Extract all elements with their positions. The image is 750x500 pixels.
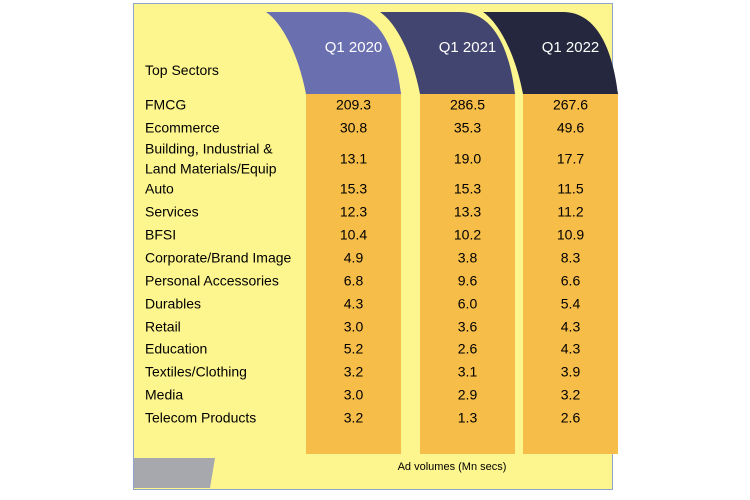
cell-value-r11-c2: 2.6 bbox=[458, 341, 478, 357]
row-label-8: Personal Accessories bbox=[145, 273, 279, 289]
row-label-7: Corporate/Brand Image bbox=[145, 250, 292, 266]
cell-value-r7-c1: 4.9 bbox=[344, 250, 364, 266]
cell-value-r10-c3: 4.3 bbox=[561, 319, 581, 335]
row-header-label: Top Sectors bbox=[145, 62, 219, 78]
cell-value-r10-c2: 3.6 bbox=[458, 319, 478, 335]
row-label-9: Durables bbox=[145, 296, 201, 312]
cell-value-r9-c1: 4.3 bbox=[344, 296, 364, 312]
cell-value-r13-c3: 3.2 bbox=[561, 387, 581, 403]
column-header-label-1: Q1 2020 bbox=[325, 39, 383, 56]
column-header-label-3: Q1 2022 bbox=[542, 39, 600, 56]
cell-value-r3-c2: 19.0 bbox=[454, 151, 481, 167]
column-header-2 bbox=[380, 12, 515, 94]
column-header-1 bbox=[266, 12, 401, 94]
footer-note: Ad volumes (Mn secs) bbox=[398, 461, 507, 473]
column-header-label-2: Q1 2021 bbox=[439, 39, 497, 56]
cell-value-r3-c3: 17.7 bbox=[557, 151, 584, 167]
row-label-4: Auto bbox=[145, 181, 174, 197]
footer-decoration bbox=[134, 458, 215, 488]
row-label-13: Media bbox=[145, 387, 183, 403]
column-body-1 bbox=[306, 92, 401, 454]
row-label-1: FMCG bbox=[145, 97, 186, 113]
cell-value-r4-c1: 15.3 bbox=[340, 181, 367, 197]
cell-value-r14-c1: 3.2 bbox=[344, 410, 364, 426]
cell-value-r12-c3: 3.9 bbox=[561, 364, 581, 380]
cell-value-r8-c1: 6.8 bbox=[344, 273, 364, 289]
cell-value-r6-c2: 10.2 bbox=[454, 227, 481, 243]
cell-value-r8-c2: 9.6 bbox=[458, 273, 478, 289]
cell-value-r1-c1: 209.3 bbox=[336, 97, 371, 113]
cell-value-r13-c2: 2.9 bbox=[458, 387, 478, 403]
row-label-6: BFSI bbox=[145, 227, 176, 243]
row-label-10: Retail bbox=[145, 319, 181, 335]
cell-value-r14-c3: 2.6 bbox=[561, 410, 581, 426]
column-body-3 bbox=[523, 92, 618, 454]
column-body-2 bbox=[420, 92, 515, 454]
cell-value-r2-c1: 30.8 bbox=[340, 120, 367, 136]
cell-value-r5-c1: 12.3 bbox=[340, 204, 367, 220]
row-label-3-line-1: Building, Industrial & bbox=[145, 141, 273, 157]
cell-value-r4-c2: 15.3 bbox=[454, 181, 481, 197]
cell-value-r1-c2: 286.5 bbox=[450, 97, 485, 113]
cell-value-r7-c3: 8.3 bbox=[561, 250, 581, 266]
row-label-14: Telecom Products bbox=[145, 410, 256, 426]
cell-value-r14-c2: 1.3 bbox=[458, 410, 478, 426]
column-header-3 bbox=[483, 12, 618, 94]
row-label-12: Textiles/Clothing bbox=[145, 364, 247, 380]
cell-value-r5-c2: 13.3 bbox=[454, 204, 481, 220]
cell-value-r7-c2: 3.8 bbox=[458, 250, 478, 266]
cell-value-r12-c2: 3.1 bbox=[458, 364, 478, 380]
cell-value-r10-c1: 3.0 bbox=[344, 319, 364, 335]
row-label-2: Ecommerce bbox=[145, 120, 220, 136]
cell-value-r11-c1: 5.2 bbox=[344, 341, 364, 357]
cell-value-r9-c3: 5.4 bbox=[561, 296, 581, 312]
cell-value-r9-c2: 6.0 bbox=[458, 296, 478, 312]
cell-value-r3-c1: 13.1 bbox=[340, 151, 367, 167]
cell-value-r5-c3: 11.2 bbox=[557, 204, 583, 220]
cell-value-r6-c3: 10.9 bbox=[557, 227, 584, 243]
cell-value-r8-c3: 6.6 bbox=[561, 273, 581, 289]
cell-value-r13-c1: 3.0 bbox=[344, 387, 364, 403]
cell-value-r2-c2: 35.3 bbox=[454, 120, 481, 136]
row-label-3-line-2: Land Materials/Equip bbox=[145, 161, 277, 177]
cell-value-r12-c1: 3.2 bbox=[344, 364, 364, 380]
row-label-11: Education bbox=[145, 341, 207, 357]
cell-value-r11-c3: 4.3 bbox=[561, 341, 581, 357]
cell-value-r6-c1: 10.4 bbox=[340, 227, 367, 243]
row-label-5: Services bbox=[145, 204, 199, 220]
cell-value-r4-c3: 11.5 bbox=[557, 181, 583, 197]
cell-value-r1-c3: 267.6 bbox=[553, 97, 588, 113]
cell-value-r2-c3: 49.6 bbox=[557, 120, 584, 136]
